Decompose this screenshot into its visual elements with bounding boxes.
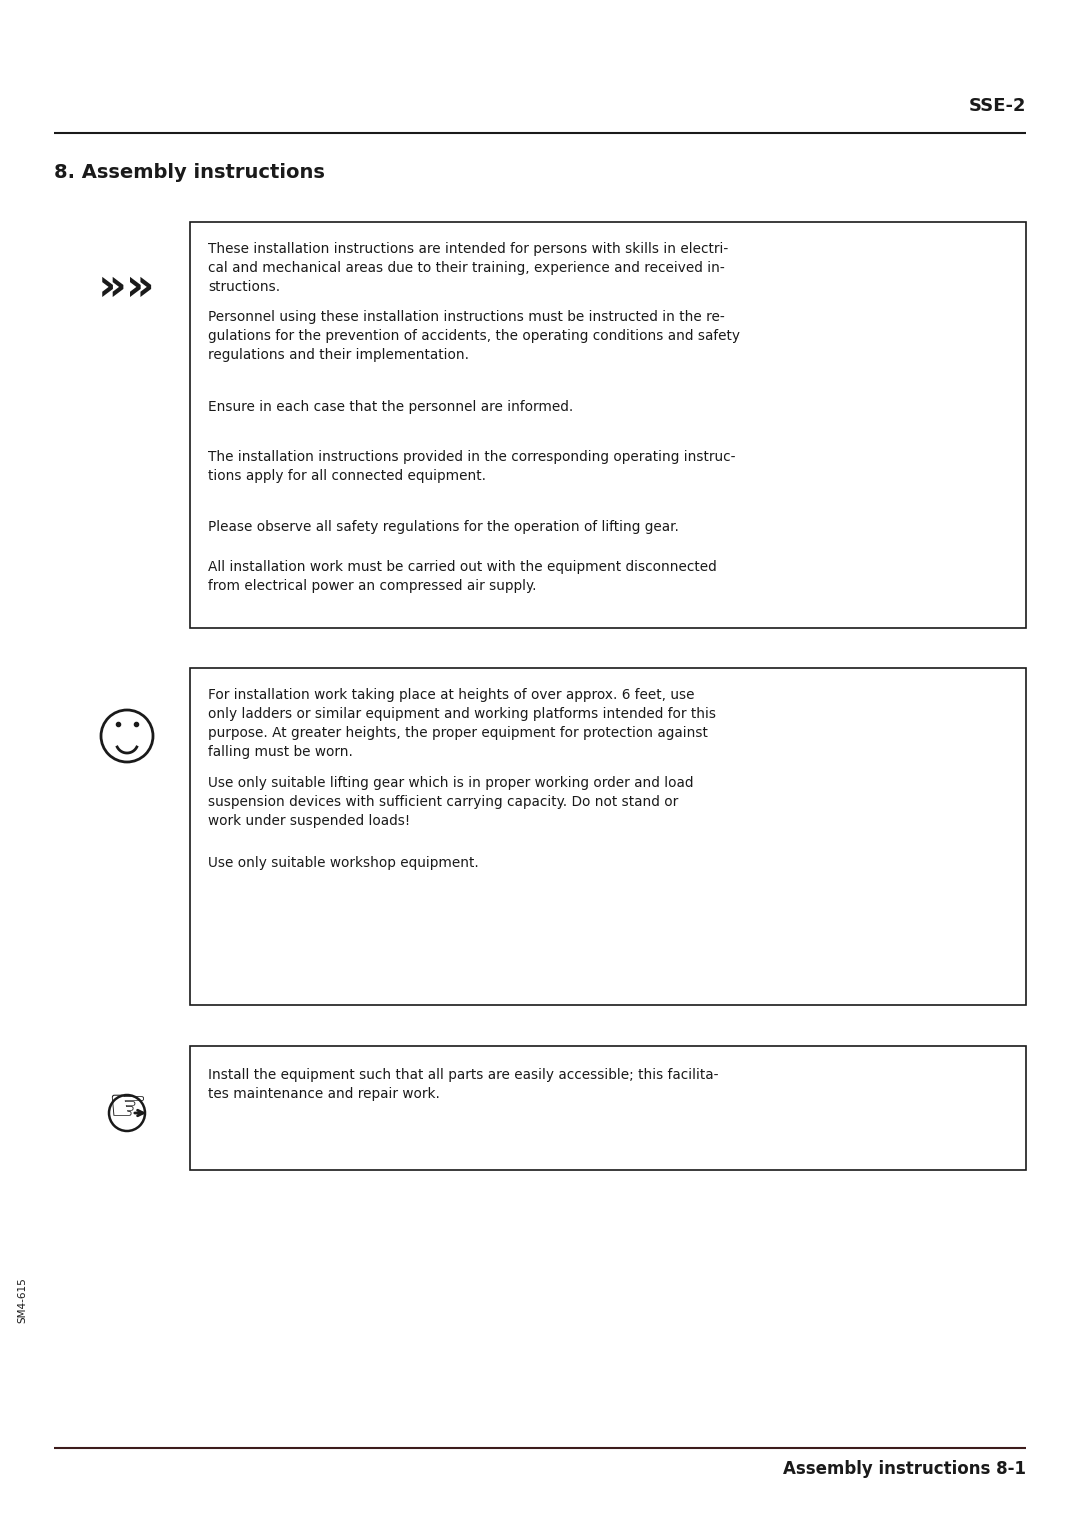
Text: SSE-2: SSE-2 bbox=[969, 98, 1026, 114]
Text: Personnel using these installation instructions must be instructed in the re-
gu: Personnel using these installation instr… bbox=[208, 310, 740, 361]
Text: SM4-615: SM4-615 bbox=[17, 1276, 27, 1322]
Bar bbox=[190, 1046, 1026, 1170]
Bar bbox=[190, 223, 1026, 628]
Text: All installation work must be carried out with the equipment disconnected
from e: All installation work must be carried ou… bbox=[208, 560, 717, 593]
Text: For installation work taking place at heights of over approx. 6 feet, use
only l: For installation work taking place at he… bbox=[208, 688, 716, 759]
Text: These installation instructions are intended for persons with skills in electri-: These installation instructions are inte… bbox=[208, 242, 728, 294]
Text: The installation instructions provided in the corresponding operating instruc-
t: The installation instructions provided i… bbox=[208, 450, 735, 483]
Text: Use only suitable lifting gear which is in proper working order and load
suspens: Use only suitable lifting gear which is … bbox=[208, 776, 693, 828]
Text: Ensure in each case that the personnel are informed.: Ensure in each case that the personnel a… bbox=[208, 400, 573, 413]
Text: ☞: ☞ bbox=[107, 1086, 147, 1130]
Text: »»: »» bbox=[98, 265, 156, 308]
Text: Assembly instructions 8-1: Assembly instructions 8-1 bbox=[783, 1459, 1026, 1478]
Text: 8. Assembly instructions: 8. Assembly instructions bbox=[54, 163, 325, 181]
Text: Please observe all safety regulations for the operation of lifting gear.: Please observe all safety regulations fo… bbox=[208, 520, 679, 534]
Text: Use only suitable workshop equipment.: Use only suitable workshop equipment. bbox=[208, 856, 478, 869]
Bar bbox=[190, 668, 1026, 1005]
Text: Install the equipment such that all parts are easily accessible; this facilita-
: Install the equipment such that all part… bbox=[208, 1068, 718, 1101]
